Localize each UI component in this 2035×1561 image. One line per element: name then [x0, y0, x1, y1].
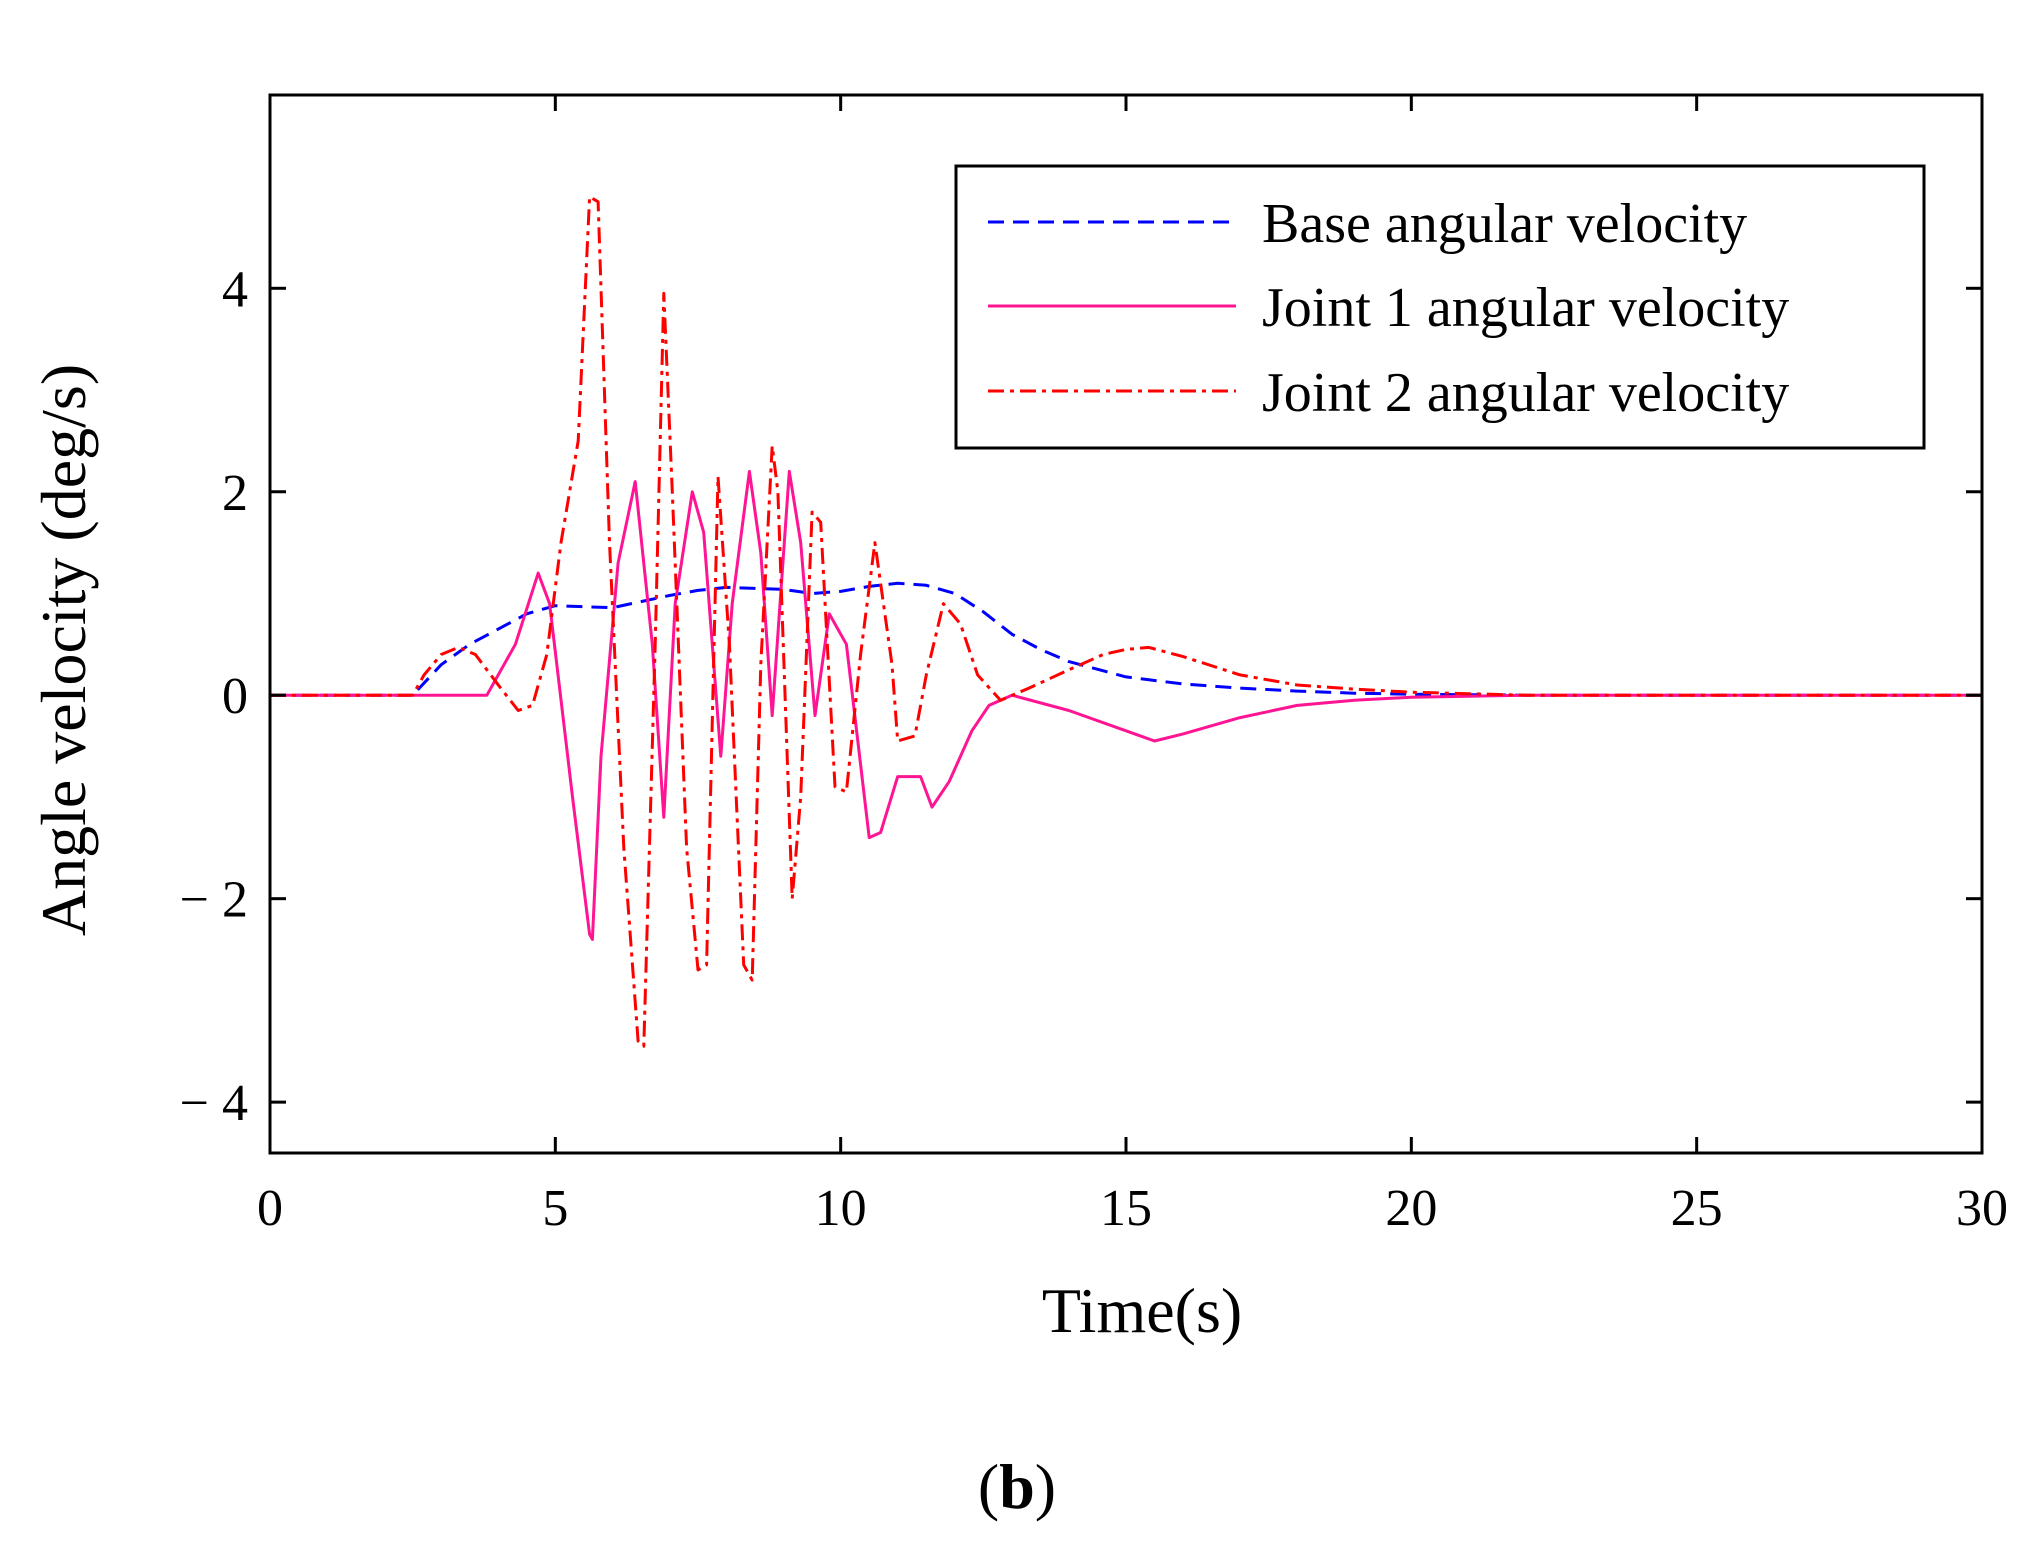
legend: Base angular velocity Joint 1 angular ve…: [954, 164, 1926, 450]
ticks-layer: 0 5 10 15 20 25 30 − 4 − 2 0 2 4: [180, 95, 2008, 1237]
plot-frame: [268, 93, 1984, 1155]
x-tick-label: 25: [1671, 1180, 1723, 1237]
series-layer: [270, 195, 1982, 1048]
x-tick-label: 15: [1100, 1180, 1152, 1237]
y-tick-label: 4: [222, 261, 248, 318]
joint2-velocity-line: [270, 195, 1982, 1048]
figure-caption: (b): [978, 1451, 1056, 1522]
y-tick-label: − 2: [180, 872, 248, 929]
y-tick-label: 0: [222, 668, 248, 725]
x-tick-label: 0: [257, 1180, 283, 1237]
caption-letter: b: [999, 1451, 1035, 1522]
y-tick-label: 2: [222, 465, 248, 522]
x-tick-label: 30: [1956, 1180, 2008, 1237]
legend-label-joint1: Joint 1 angular velocity: [1262, 277, 1789, 339]
y-tick-label: − 4: [180, 1075, 248, 1132]
legend-box: [954, 164, 1926, 450]
legend-label-base: Base angular velocity: [1262, 193, 1747, 255]
x-axis-label: Time(s): [1042, 1275, 1242, 1346]
x-tick-label: 10: [815, 1180, 867, 1237]
legend-label-joint2: Joint 2 angular velocity: [1262, 362, 1789, 424]
x-tick-label: 20: [1385, 1180, 1437, 1237]
x-tick-label: 5: [542, 1180, 568, 1237]
caption-close: ): [1035, 1451, 1056, 1522]
y-axis-label: Angle velocity (deg/s): [28, 364, 99, 936]
joint1-velocity-line: [270, 469, 1982, 941]
caption-open: (: [978, 1451, 999, 1522]
